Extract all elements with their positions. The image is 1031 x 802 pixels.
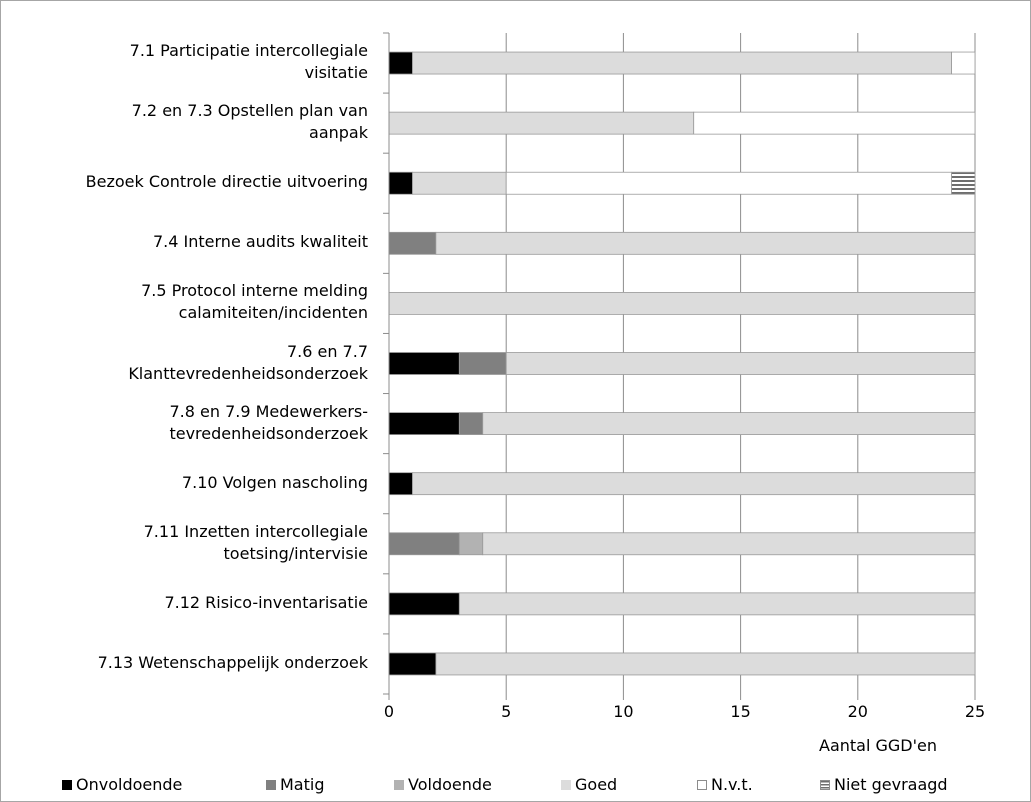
legend-label: Onvoldoende (76, 775, 183, 794)
category-label-line: Klanttevredenheidsonderzoek (128, 363, 368, 383)
bar-segment-matig (388, 231, 437, 255)
category-label: 7.10 Volgen nascholing (6, 472, 368, 494)
category-label: 7.4 Interne audits kwaliteit (6, 231, 368, 253)
category-label-line: aanpak (309, 123, 368, 143)
category-label-line: 7.2 en 7.3 Opstellen plan van (131, 101, 368, 121)
x-axis-label: Aantal GGD'en (819, 736, 937, 755)
bar-segment-onvoldoende (388, 472, 413, 496)
bar-segment-matig (388, 532, 460, 556)
category-label-line: 7.1 Participatie intercollegiale (129, 41, 368, 61)
category-label-line: calamiteiten/incidenten (178, 303, 368, 323)
bar-segment-voldoende (458, 532, 484, 556)
bar-segment-goed (412, 51, 952, 75)
category-label: 7.2 en 7.3 Opstellen plan van aanpak (6, 100, 368, 144)
bar-segment-matig (458, 352, 507, 375)
x-tick-label: 5 (501, 702, 512, 721)
category-label: 7.11 Inzetten intercollegiale toetsing/in… (6, 521, 368, 565)
bar-segment-matig (458, 412, 484, 435)
category-label-line: 7.5 Protocol interne melding (141, 281, 368, 301)
axis-layer (383, 32, 976, 700)
bar-segment-goed (412, 472, 976, 496)
legend-item: Onvoldoende (62, 775, 182, 794)
bar-segment-n-v-t- (505, 171, 952, 195)
legend-swatch (697, 779, 707, 790)
bar-segment-onvoldoende (388, 171, 413, 195)
bar-segment-goed (388, 111, 695, 135)
bar-segment-goed (435, 652, 976, 676)
bar-segment-n-v-t- (951, 51, 976, 75)
legend: Onvoldoende Matig Voldoende Goed N.v.t. Niet … (0, 772, 1031, 802)
category-label: 7.12 Risico-inventarisatie (6, 592, 368, 614)
bar-segment-goed (435, 231, 976, 255)
category-label-line: Bezoek Controle directie uitvoering (85, 172, 368, 192)
legend-item: Voldoende (394, 775, 492, 794)
bar-segment-goed (388, 292, 976, 315)
legend-item: N.v.t. (697, 775, 753, 794)
category-label-line: 7.10 Volgen nascholing (181, 472, 368, 492)
x-tick-label: 15 (730, 702, 751, 721)
category-label-line: 7.11 Inzetten intercollegiale (143, 521, 368, 541)
bar-segment-goed (505, 352, 976, 375)
category-label: 7.5 Protocol interne melding calamiteiten… (6, 280, 368, 324)
legend-swatch (820, 779, 830, 790)
legend-label: Voldoende (408, 775, 492, 794)
bar-segment-onvoldoende (388, 352, 460, 375)
bar-segment-goed (412, 171, 507, 195)
bar-segment-onvoldoende (388, 592, 460, 616)
category-label-line: 7.13 Wetenschappelijk onderzoek (97, 652, 368, 672)
category-label-line: 7.12 Risico-inventarisatie (164, 592, 368, 612)
legend-swatch (62, 779, 72, 790)
bar-segment-goed (458, 592, 976, 616)
legend-item: Goed (561, 775, 617, 794)
x-tick-label: 20 (847, 702, 868, 721)
bar-segment-onvoldoende (388, 51, 413, 75)
legend-swatch (394, 779, 404, 790)
legend-label: Niet gevraagd (834, 775, 948, 794)
bar-segment-goed (482, 532, 976, 556)
legend-label: N.v.t. (711, 775, 753, 794)
legend-label: Goed (575, 775, 618, 794)
category-label: 7.6 en 7.7 Klanttevredenheidsonderzoek (6, 341, 368, 385)
legend-item: Niet gevraagd (820, 775, 948, 794)
x-tick-label: 0 (383, 702, 395, 721)
category-label-line: 7.6 en 7.7 (286, 341, 368, 361)
category-label-line: toetsing/intervisie (223, 543, 368, 563)
category-label-line: 7.4 Interne audits kwaliteit (153, 232, 368, 252)
bars-layer (388, 51, 976, 676)
legend-swatch (266, 779, 276, 790)
bar-segment-onvoldoende (388, 412, 460, 435)
category-label: 7.8 en 7.9 Medewerkers-tevredenheidsonde… (6, 401, 368, 445)
legend-swatch (561, 779, 571, 790)
category-label-line: tevredenheidsonderzoek (169, 423, 368, 443)
bar-segment-onvoldoende (388, 652, 437, 676)
x-tick-label: 10 (613, 702, 634, 721)
legend-label: Matig (280, 775, 325, 794)
category-label: 7.1 Participatie intercollegiale visitati… (6, 40, 368, 84)
category-label-line: 7.8 en 7.9 Medewerkers- (169, 401, 368, 421)
category-label: 7.13 Wetenschappelijk onderzoek (6, 652, 368, 674)
bar-segment-goed (482, 412, 976, 435)
bar-segment-niet-gevraagd (951, 171, 976, 195)
category-label-line: visitatie (304, 63, 368, 83)
bar-segment-n-v-t- (693, 111, 976, 135)
x-tick-label: 25 (964, 702, 986, 721)
legend-item: Matig (266, 775, 324, 794)
category-label: Bezoek Controle directie uitvoering (6, 171, 368, 193)
